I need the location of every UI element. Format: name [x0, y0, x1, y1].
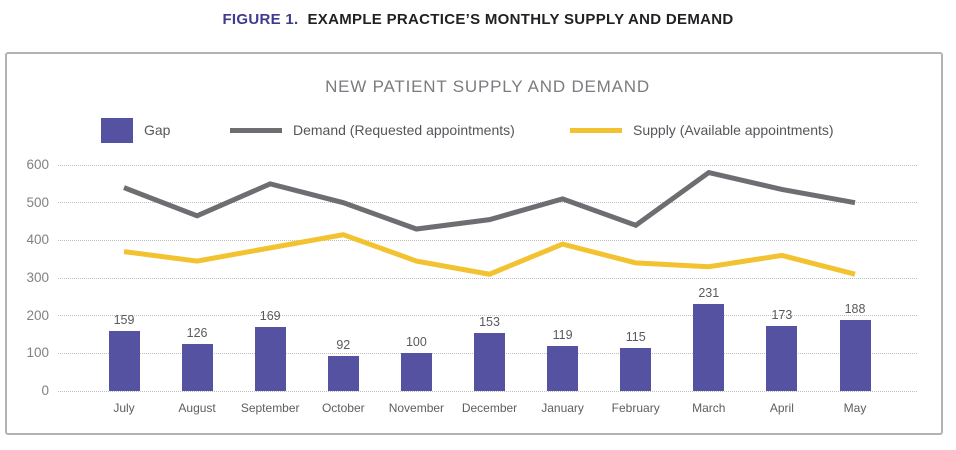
y-tick-label-400: 400 — [26, 232, 49, 248]
bar-march — [693, 303, 725, 391]
legend-label-demand: Demand (Requested appointments) — [293, 122, 515, 138]
bar-july — [108, 331, 140, 391]
bar-value-label-february: 115 — [625, 329, 646, 344]
legend-item-demand: Demand (Requested appointments) — [230, 117, 515, 143]
figure-title: FIGURE 1. EXAMPLE PRACTICE’S MONTHLY SUPP… — [0, 11, 956, 28]
bar-value-label-august: 126 — [186, 325, 208, 340]
gridline-y-400 — [58, 239, 917, 241]
bar-february — [620, 347, 652, 391]
y-tick-label-300: 300 — [26, 270, 49, 285]
bar-october — [327, 356, 359, 391]
bar-value-label-january: 119 — [552, 328, 573, 343]
line-demand — [123, 169, 856, 232]
y-tick-label-600: 600 — [26, 157, 49, 172]
x-axis-label-february: February — [611, 401, 660, 415]
x-axis-label-march: March — [692, 401, 726, 415]
y-tick-label-200: 200 — [26, 307, 49, 323]
legend-item-supply: Supply (Available appointments) — [570, 117, 834, 143]
x-axis-label-april: April — [769, 401, 794, 415]
bar-september — [254, 327, 286, 391]
x-axis-label-december: December — [461, 401, 518, 415]
figure-label: FIGURE 1. — [222, 11, 299, 28]
chart-title: NEW PATIENT SUPPLY AND DEMAND — [325, 77, 650, 96]
bar-may — [839, 320, 871, 391]
bar-january — [547, 346, 579, 391]
bar-value-label-september: 169 — [259, 309, 281, 324]
bar-april — [766, 325, 798, 391]
x-axis-label-october: October — [321, 401, 365, 415]
bar-value-label-may: 188 — [844, 302, 866, 317]
y-tick-label-500: 500 — [26, 194, 49, 210]
bar-value-label-march: 231 — [698, 285, 720, 300]
x-axis-label-september: September — [240, 401, 300, 415]
chart-container: NEW PATIENT SUPPLY AND DEMAND Gap Demand… — [5, 52, 943, 435]
supply-legend-swatch — [570, 127, 622, 133]
bar-value-label-october: 92 — [336, 338, 351, 353]
bar-november — [400, 353, 432, 391]
gridline-y-0 — [58, 390, 917, 392]
legend-label-supply: Supply (Available appointments) — [633, 122, 834, 138]
x-axis-label-may: May — [843, 401, 867, 415]
x-axis-label-august: August — [178, 401, 216, 415]
x-axis-label-january: January — [541, 401, 584, 415]
bar-value-label-november: 100 — [405, 335, 427, 350]
y-tick-label-0: 0 — [41, 383, 49, 398]
x-axis-label-july: July — [113, 401, 135, 415]
bar-december — [474, 333, 505, 391]
gridline-y-300 — [58, 277, 917, 279]
figure-title-text: EXAMPLE PRACTICE’S MONTHLY SUPPLY AND DE… — [307, 11, 734, 28]
gap-legend-swatch — [101, 117, 133, 143]
x-axis-label-november: November — [388, 401, 445, 415]
bar-august — [181, 343, 213, 391]
gridline-y-500 — [58, 202, 917, 204]
legend-item-gap: Gap — [101, 117, 170, 143]
bar-value-label-july: 159 — [113, 313, 135, 328]
bar-value-label-april: 173 — [771, 307, 793, 322]
demand-legend-swatch — [230, 127, 282, 133]
gridline-y-600 — [58, 164, 917, 166]
bar-value-label-december: 153 — [479, 315, 500, 330]
gridline-y-200 — [58, 315, 917, 317]
y-tick-label-100: 100 — [26, 345, 49, 361]
legend-label-gap: Gap — [144, 122, 171, 138]
